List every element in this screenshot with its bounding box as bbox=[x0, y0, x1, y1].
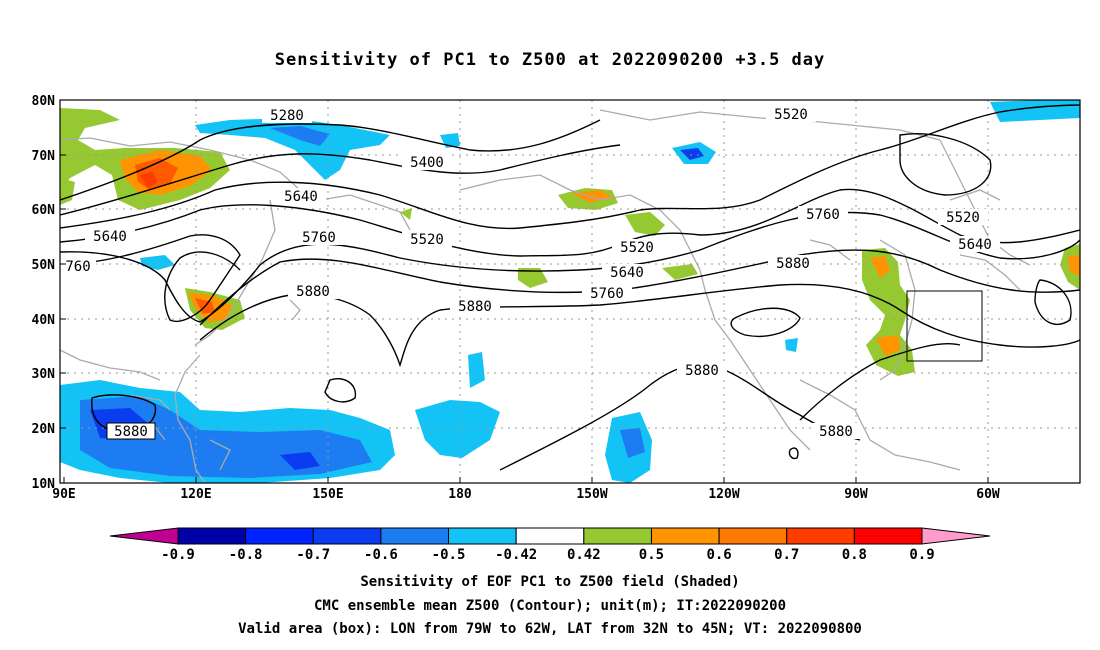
negative-patch bbox=[620, 428, 645, 458]
contour-label: 5640 bbox=[958, 237, 992, 253]
lat-label: 20N bbox=[32, 422, 56, 437]
lat-label: 60N bbox=[32, 203, 56, 218]
colorbar-label: 0.6 bbox=[706, 547, 731, 560]
colorbar-label: -0.6 bbox=[364, 547, 398, 560]
lon-label: 150W bbox=[576, 487, 607, 502]
contour-label: 5880 bbox=[114, 424, 148, 440]
map-panel: 5280 5400 5520 5520 5640 5640 5640 5760 … bbox=[32, 94, 1081, 560]
lat-label: 30N bbox=[32, 367, 56, 382]
colorbar-segment bbox=[380, 527, 450, 545]
contour-label: 5280 bbox=[270, 108, 304, 124]
negative-patch bbox=[415, 400, 500, 458]
contour-label: 5880 bbox=[685, 363, 719, 379]
lon-label: 120E bbox=[180, 487, 211, 502]
colorbar: -0.9 -0.8 -0.7 -0.6 -0.5 -0.42 0.42 0.5 0.6 0.7 0.… bbox=[109, 527, 991, 560]
lat-label: 50N bbox=[32, 258, 56, 273]
colorbar-label: 0.8 bbox=[842, 547, 867, 560]
contour-label: 5640 bbox=[284, 189, 318, 205]
positive-patch bbox=[1068, 255, 1080, 276]
contour-label: 5880 bbox=[296, 284, 330, 300]
contour-label: 5760 bbox=[590, 286, 624, 302]
map-frame bbox=[59, 99, 1081, 484]
contour-label: 5760 bbox=[806, 207, 840, 223]
caption-valid-area: Valid area (box): LON from 79W to 62W, L… bbox=[238, 621, 862, 637]
lon-label: 90W bbox=[844, 487, 868, 502]
lon-label: 60W bbox=[976, 487, 1000, 502]
colorbar-segment bbox=[448, 527, 517, 545]
lon-axis: 90E 120E 150E 180 150W 120W 90W 60W bbox=[52, 487, 1000, 502]
negative-patch bbox=[468, 352, 485, 388]
positive-patch bbox=[862, 248, 915, 376]
contour-label: 5880 bbox=[776, 256, 810, 272]
lat-axis: 80N 70N 60N 50N 40N 30N 20N 10N bbox=[32, 94, 56, 492]
positive-patch bbox=[876, 335, 900, 356]
colorbar-segment bbox=[177, 527, 247, 545]
colorbar-label: 0.42 bbox=[567, 547, 601, 560]
positive-patch bbox=[662, 264, 698, 280]
contour-label: 5520 bbox=[946, 210, 980, 226]
contour-label: 5520 bbox=[774, 107, 808, 123]
colorbar-segment bbox=[718, 527, 788, 545]
colorbar-arrow-low bbox=[109, 527, 179, 545]
caption-contour: CMC ensemble mean Z500 (Contour); unit(m… bbox=[313, 598, 786, 614]
colorbar-segment bbox=[245, 527, 314, 545]
positive-patch bbox=[625, 212, 665, 236]
negative-patch bbox=[280, 452, 320, 470]
positive-patch bbox=[400, 208, 412, 220]
contour-label-group: 5280 5400 5520 5520 5640 5640 5640 5760 … bbox=[60, 106, 1000, 440]
colorbar-segment bbox=[515, 527, 585, 545]
colorbar-label: -0.42 bbox=[495, 547, 537, 560]
contour-label: 5760 bbox=[302, 230, 336, 246]
colorbar-segment bbox=[583, 527, 652, 545]
valid-area-box bbox=[906, 290, 983, 362]
contour-label: 5880 bbox=[819, 424, 853, 440]
contour-label: 5520 bbox=[620, 240, 654, 256]
colorbar-segment bbox=[650, 527, 720, 545]
lat-label: 80N bbox=[32, 94, 56, 109]
lon-label: 120W bbox=[708, 487, 739, 502]
colorbar-segment bbox=[786, 527, 855, 545]
caption-shading: Sensitivity of EOF PC1 to Z500 field (Sh… bbox=[360, 574, 740, 590]
lat-label: 40N bbox=[32, 313, 56, 328]
negative-patch bbox=[195, 118, 390, 180]
lon-label: 180 bbox=[448, 487, 472, 502]
colorbar-label: 0.5 bbox=[639, 547, 664, 560]
lat-label: 70N bbox=[32, 149, 56, 164]
negative-patch bbox=[270, 126, 330, 146]
positive-patch bbox=[140, 172, 158, 188]
axis-ticks bbox=[60, 99, 989, 483]
colorbar-arrow-high bbox=[921, 527, 991, 545]
lat-label: 10N bbox=[32, 477, 56, 492]
positive-patch bbox=[572, 190, 612, 203]
colorbar-label: 0.7 bbox=[774, 547, 799, 560]
contour-label: 760 bbox=[65, 259, 90, 275]
colorbar-label: -0.8 bbox=[229, 547, 263, 560]
contour-label: 5640 bbox=[93, 229, 127, 245]
contour-label: 5520 bbox=[410, 232, 444, 248]
negative-patch bbox=[680, 148, 704, 160]
negative-patch bbox=[785, 338, 798, 352]
colorbar-label: -0.9 bbox=[161, 547, 195, 560]
positive-patch bbox=[518, 268, 548, 288]
lon-label: 150E bbox=[312, 487, 343, 502]
map-title: Sensitivity of PC1 to Z500 at 2022090200… bbox=[274, 50, 826, 70]
contour-label: 5640 bbox=[610, 265, 644, 281]
colorbar-segment bbox=[312, 527, 382, 545]
colorbar-label: -0.7 bbox=[296, 547, 330, 560]
positive-patch bbox=[870, 256, 890, 278]
colorbar-label: 0.9 bbox=[909, 547, 934, 560]
colorbar-label: -0.5 bbox=[432, 547, 466, 560]
contour-label: 5400 bbox=[410, 155, 444, 171]
contour-label: 5880 bbox=[458, 299, 492, 315]
negative-patch bbox=[140, 255, 175, 270]
colorbar-segment bbox=[853, 527, 923, 545]
lon-label: 90E bbox=[52, 487, 75, 502]
